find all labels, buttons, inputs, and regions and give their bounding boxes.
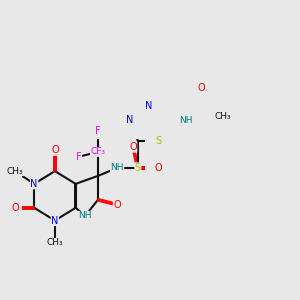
Text: CH₃: CH₃: [7, 167, 23, 176]
Text: F: F: [76, 152, 82, 162]
Text: N: N: [31, 179, 38, 189]
Text: N: N: [145, 101, 153, 111]
Text: CF₃: CF₃: [91, 148, 106, 157]
Text: N: N: [51, 216, 58, 226]
Text: N: N: [126, 115, 134, 125]
Text: S: S: [135, 163, 141, 173]
Text: NH: NH: [179, 116, 193, 124]
Text: CH₃: CH₃: [214, 112, 231, 122]
Text: O: O: [51, 146, 59, 155]
Text: O: O: [11, 203, 19, 213]
Text: NH: NH: [110, 164, 124, 172]
Text: CH₃: CH₃: [46, 238, 63, 247]
Text: O: O: [198, 83, 206, 93]
Text: NH: NH: [79, 211, 92, 220]
Text: O: O: [155, 163, 162, 173]
Text: O: O: [113, 200, 121, 210]
Text: O: O: [129, 142, 137, 152]
Text: F: F: [95, 126, 101, 136]
Text: S: S: [155, 136, 162, 146]
